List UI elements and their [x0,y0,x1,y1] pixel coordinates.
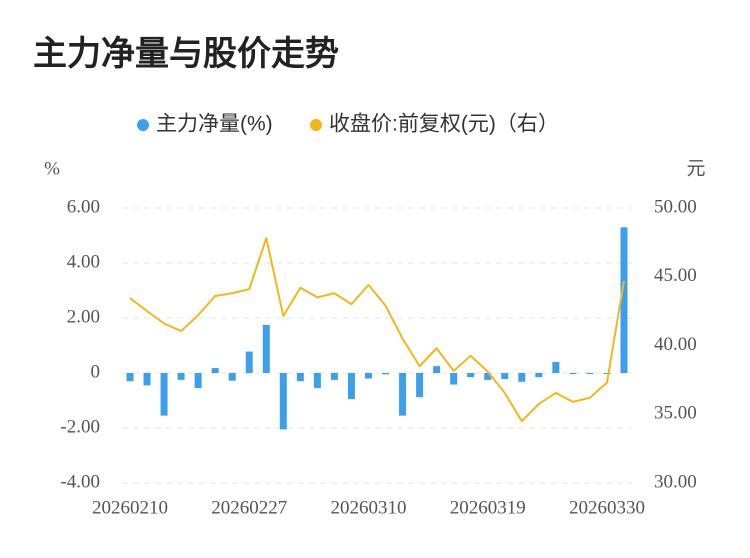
y-unit: % [44,158,60,179]
y-tick-label: -4.00 [60,471,100,492]
y2-tick-label: 30.00 [654,471,697,492]
bar [620,227,628,373]
bar [211,368,219,373]
y-tick-label: 2.00 [67,306,100,327]
bar [160,373,168,416]
y-tick-label: 6.00 [67,196,100,217]
bar [552,362,560,373]
y2-tick-label: 50.00 [654,196,697,217]
y2-unit: 元 [686,158,705,179]
bar [228,373,236,381]
x-tick-label: 20260319 [450,497,526,518]
bar [245,351,253,373]
bar [143,373,151,386]
bar [433,366,441,373]
legend-marker [310,119,322,131]
bar [535,373,543,378]
chart-title: 主力净量与股价走势 [33,35,339,73]
bar [364,373,372,379]
y2-tick-label: 35.00 [654,403,697,424]
y2-tick-label: 40.00 [654,334,697,355]
bar [569,373,577,374]
bar [313,373,321,389]
y-tick-label: 0 [91,361,101,382]
x-tick-label: 20260310 [330,497,406,518]
bar [126,373,134,382]
bar [296,373,304,382]
price-line [129,237,625,423]
y-tick-label: -2.00 [60,416,100,437]
bar [450,373,458,385]
x-tick-label: 20260227 [211,497,287,518]
bar [416,373,424,398]
y2-tick-label: 45.00 [654,265,697,286]
bar [382,373,390,375]
bar [347,373,355,400]
bar [399,373,407,416]
y-tick-label: 4.00 [67,251,100,272]
legend-label: 主力净量(%) [156,113,273,136]
bar [586,373,594,374]
legend-label: 收盘价:前复权(元)（右） [329,113,559,136]
bar [501,373,509,380]
bar [279,373,287,430]
bar [518,373,526,382]
bar [194,373,202,389]
bar [177,373,185,380]
bar [467,373,475,378]
bar [484,373,492,380]
bar [603,373,611,374]
bar [262,324,270,373]
x-tick-label: 20260330 [569,497,645,518]
x-tick-label: 20260210 [92,497,168,518]
legend-marker [137,119,149,131]
bar [330,373,338,380]
